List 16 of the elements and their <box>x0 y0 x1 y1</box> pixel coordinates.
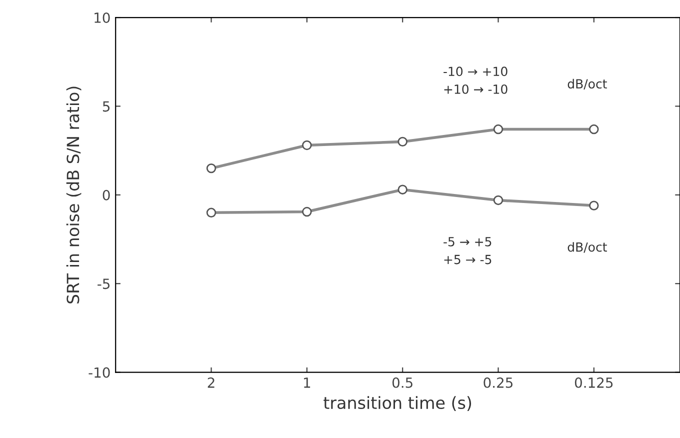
y-tick-label: 0 <box>102 190 110 200</box>
y-axis-title: SRT in noise (dB S/N ratio) <box>66 86 82 304</box>
y-tick-label: -5 <box>98 278 110 290</box>
annotation: -5 → +5 +5 → -5 <box>444 237 492 264</box>
x-tick-label: 0.25 <box>484 377 512 388</box>
y-tick-label: 5 <box>102 101 110 112</box>
x-axis-title: transition time (s) <box>324 396 472 412</box>
annotation: -10 → +10 +10 → -10 <box>444 66 508 94</box>
x-tick-label: 2 <box>208 377 214 388</box>
annotation: dB/oct <box>568 78 607 90</box>
y-tick-label: 10 <box>94 12 110 23</box>
x-tick-label: 0.125 <box>574 377 613 388</box>
annotation: dB/oct <box>568 242 607 253</box>
y-tick-label: -10 <box>88 367 110 378</box>
x-tick-label: 1 <box>304 378 310 388</box>
x-tick-label: 0.5 <box>392 377 412 388</box>
